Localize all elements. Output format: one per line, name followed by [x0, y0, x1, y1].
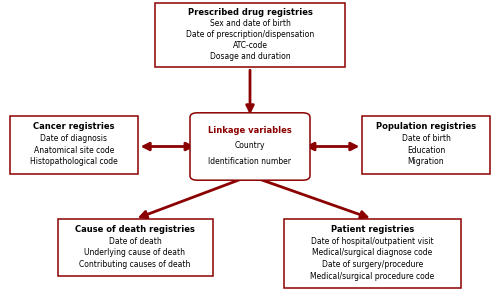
- Text: Date of death: Date of death: [108, 237, 162, 246]
- FancyBboxPatch shape: [58, 219, 212, 276]
- FancyBboxPatch shape: [190, 113, 310, 180]
- Text: Education: Education: [407, 146, 445, 155]
- Text: Sex and date of birth: Sex and date of birth: [210, 19, 290, 28]
- Text: Linkage variables: Linkage variables: [208, 126, 292, 134]
- Text: Underlying cause of death: Underlying cause of death: [84, 248, 186, 257]
- Text: Anatomical site code: Anatomical site code: [34, 146, 114, 155]
- Text: Date of hospital/outpatient visit: Date of hospital/outpatient visit: [311, 237, 434, 246]
- Text: Country: Country: [235, 141, 265, 150]
- Text: ATC-code: ATC-code: [232, 41, 268, 50]
- Text: Migration: Migration: [408, 157, 445, 166]
- Text: Contributing causes of death: Contributing causes of death: [80, 260, 190, 269]
- FancyBboxPatch shape: [155, 3, 345, 67]
- Text: Patient registries: Patient registries: [331, 225, 414, 234]
- Text: Date of diagnosis: Date of diagnosis: [40, 134, 108, 143]
- Text: Date of prescription/dispensation: Date of prescription/dispensation: [186, 30, 314, 39]
- FancyBboxPatch shape: [284, 219, 461, 288]
- Text: Population registries: Population registries: [376, 122, 476, 132]
- Text: Cancer registries: Cancer registries: [33, 122, 115, 132]
- Text: Medical/surgical diagnose code: Medical/surgical diagnose code: [312, 248, 432, 257]
- Text: Identification number: Identification number: [208, 157, 292, 166]
- Text: Date of surgery/procedure: Date of surgery/procedure: [322, 260, 423, 269]
- Text: Cause of death registries: Cause of death registries: [75, 225, 195, 234]
- Text: Date of birth: Date of birth: [402, 134, 450, 143]
- Text: Dosage and duration: Dosage and duration: [210, 52, 290, 61]
- FancyBboxPatch shape: [362, 116, 490, 173]
- FancyBboxPatch shape: [10, 116, 138, 173]
- Text: Medical/surgical procedure code: Medical/surgical procedure code: [310, 272, 434, 281]
- Text: Histopathological code: Histopathological code: [30, 157, 118, 166]
- Text: Prescribed drug registries: Prescribed drug registries: [188, 8, 312, 18]
